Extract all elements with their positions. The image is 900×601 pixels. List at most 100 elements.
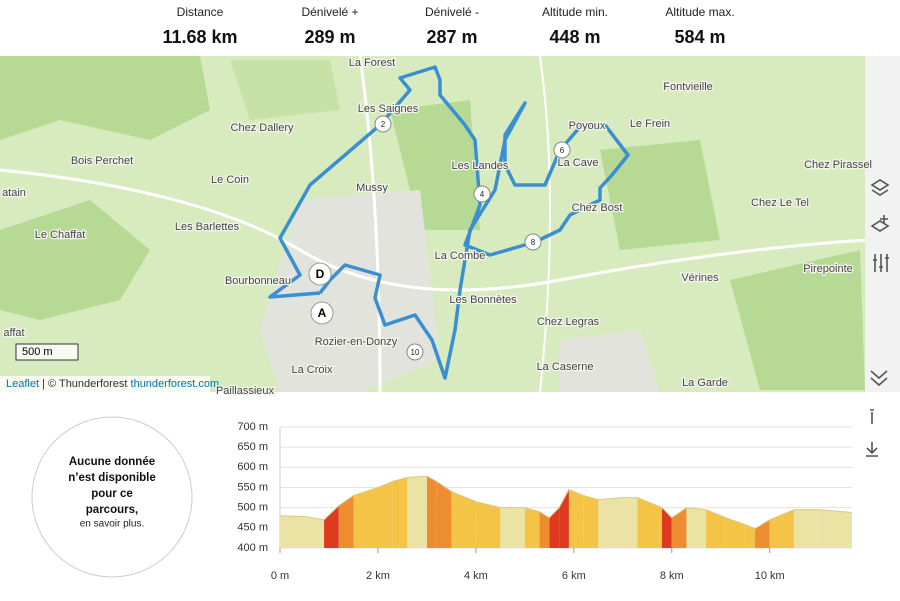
- slope-segment: [622, 497, 638, 548]
- stat-value: 289 m: [304, 27, 355, 47]
- slope-segment: [280, 515, 305, 548]
- slope-segment: [338, 495, 354, 548]
- place-label: Les Saignes: [358, 103, 419, 115]
- map[interactable]: [0, 55, 900, 393]
- slope-segment: [304, 516, 325, 548]
- add-layer-button[interactable]: [870, 215, 890, 232]
- collapse-button[interactable]: [870, 370, 888, 387]
- route-marker-label: 2: [381, 120, 386, 129]
- route-marker-label: 4: [480, 190, 485, 199]
- scale-bar: [15, 343, 79, 361]
- slope-segment: [475, 501, 501, 548]
- slope-segment: [794, 509, 819, 548]
- place-label: atain: [2, 187, 26, 199]
- info-button[interactable]: [870, 409, 874, 424]
- place-label: La Caserne: [537, 361, 594, 373]
- place-label: Le Coin: [211, 174, 249, 186]
- place-label: Chez Bost: [572, 202, 623, 214]
- elevation-line: [279, 475, 853, 530]
- x-tick-label: 6 km: [562, 570, 586, 582]
- place-label: Bois Perchet: [71, 155, 133, 167]
- stat-label: Distance: [177, 5, 224, 19]
- place-label: affat: [3, 327, 24, 339]
- end-marker-label: A: [318, 306, 327, 320]
- layers-button[interactable]: [870, 179, 890, 196]
- slope-segment: [500, 507, 525, 548]
- slope-segment: [426, 476, 437, 548]
- x-tick-label: 8 km: [660, 570, 684, 582]
- place-label: Pirepointe: [803, 263, 853, 275]
- stat-label: Dénivelé -: [425, 5, 479, 19]
- start-marker-label: D: [316, 267, 325, 281]
- place-label: Poyoux: [569, 120, 606, 132]
- slope-segment: [353, 487, 378, 548]
- route-marker: [553, 141, 571, 159]
- attribution-text: | © Thunderforest: [42, 378, 127, 390]
- slope-segment: [598, 497, 623, 548]
- notice-line: pour ce: [91, 488, 133, 500]
- slope-segment: [407, 476, 427, 548]
- slope-segment: [524, 507, 540, 548]
- route-marker: [473, 185, 491, 203]
- forest: [730, 250, 865, 390]
- slope-segment: [583, 495, 599, 548]
- x-tick-label: 2 km: [366, 570, 390, 582]
- road: [539, 55, 551, 393]
- place-label: Chez Le Tel: [751, 197, 809, 209]
- stat-value: 448 m: [549, 27, 600, 47]
- slope-segment: [671, 507, 687, 548]
- thunderforest-link[interactable]: thunderforest.com: [131, 378, 220, 390]
- slope-segment: [686, 507, 707, 548]
- y-tick-label: 600 m: [237, 461, 268, 473]
- place-label: Vérines: [681, 272, 719, 284]
- place-labels: La Forest Les Saignes Chez Dallery Fontviei…: [1, 56, 873, 399]
- place-label: Chez Legras: [537, 316, 600, 328]
- stat-value: 11.68 km: [162, 27, 237, 47]
- slope-segment: [451, 491, 476, 548]
- place-label: Le Chaffat: [35, 229, 86, 241]
- y-tick-label: 700 m: [237, 421, 268, 433]
- y-tick-label: 400 m: [237, 542, 268, 554]
- slope-segment: [436, 481, 452, 548]
- slope-segment: [539, 511, 550, 548]
- field: [230, 60, 340, 120]
- place-label: La Combe: [435, 250, 486, 262]
- start-marker: [308, 262, 332, 286]
- place-label: Fontvieille: [663, 81, 713, 93]
- place-label: Rozier-en-Donzy: [315, 336, 398, 348]
- notice-link[interactable]: en savoir plus.: [80, 519, 144, 530]
- place-label: La Garde: [682, 377, 728, 389]
- route-marker-label: 10: [411, 348, 420, 357]
- place-label: Chez Pirassel: [804, 159, 872, 171]
- route-marker: [406, 343, 424, 361]
- notice-line: Aucune donnée: [69, 456, 155, 468]
- y-tick-label: 500 m: [237, 502, 268, 514]
- y-tick-label: 550 m: [237, 481, 268, 493]
- forest: [600, 140, 720, 250]
- place-label: La Croix: [292, 364, 333, 376]
- download-button[interactable]: [866, 442, 878, 457]
- route-marker: [524, 233, 542, 251]
- slope-segment: [706, 509, 726, 548]
- place-label: La Forest: [349, 57, 395, 69]
- leaflet-link[interactable]: Leaflet: [6, 378, 39, 390]
- town: [560, 330, 660, 392]
- x-tick-label: 0 m: [271, 570, 289, 582]
- slope-segment: [568, 489, 584, 548]
- place-label: Les Bonnètes: [449, 294, 517, 306]
- slope-segment: [637, 497, 662, 548]
- notice-line: n’est disponible: [68, 472, 156, 484]
- place-label: Mussy: [356, 182, 388, 194]
- place-label: Les Barlettes: [175, 221, 240, 233]
- settings-button[interactable]: [873, 254, 889, 272]
- notice-text: Aucune donnée n’est disponible pour ce parc…: [68, 456, 156, 516]
- forest: [0, 200, 150, 320]
- route-marker-label: 6: [560, 146, 565, 155]
- place-label: Chez Dallery: [231, 122, 294, 134]
- slope-segment: [324, 505, 339, 548]
- stat-label: Altitude min.: [542, 5, 608, 19]
- x-tick-label: 10 km: [755, 570, 785, 582]
- stat-value: 287 m: [426, 27, 477, 47]
- slope-segment: [769, 509, 795, 548]
